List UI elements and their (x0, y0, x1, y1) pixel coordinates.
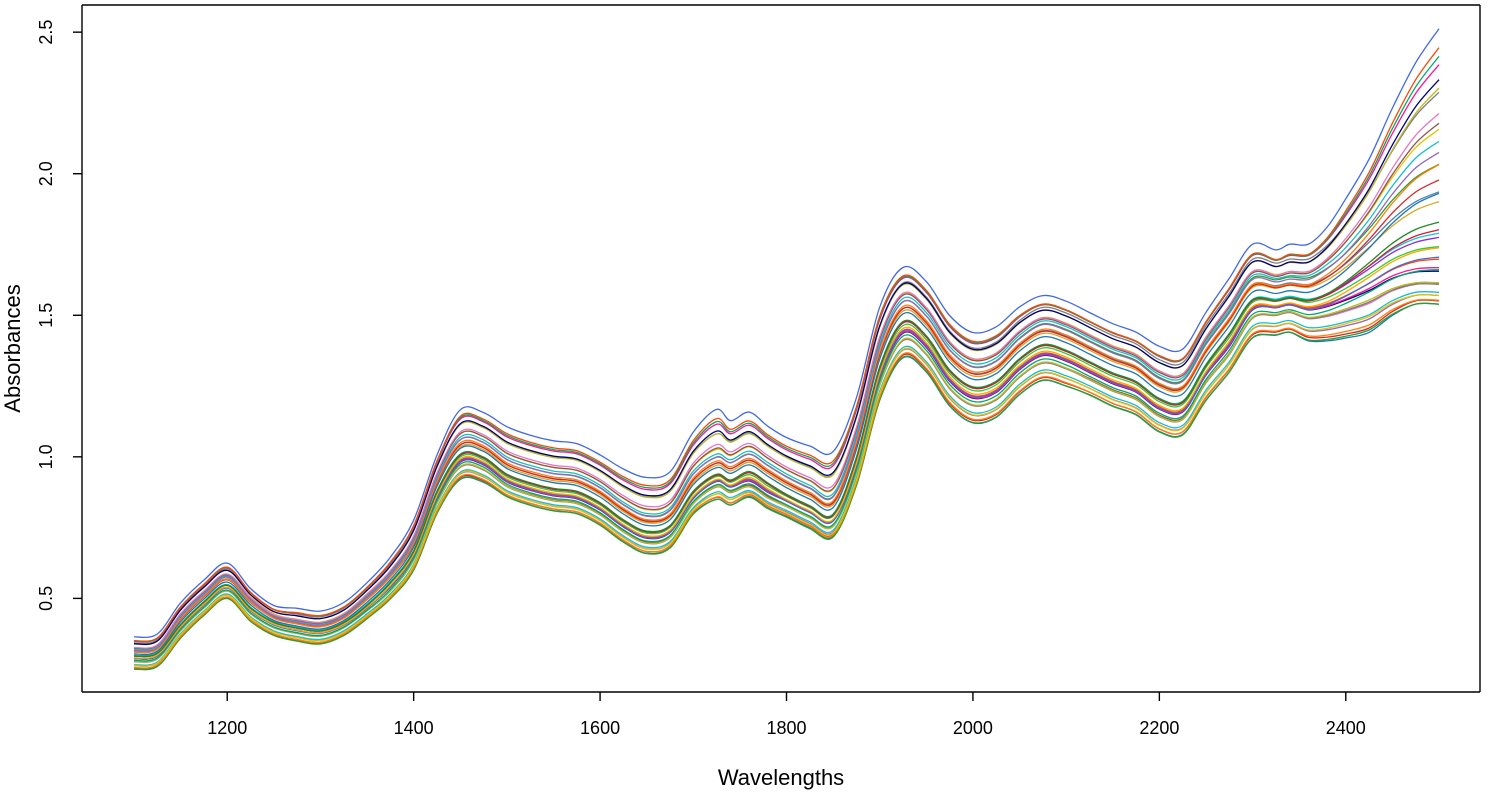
spectrum-line (133, 245, 1440, 658)
spectrum-line (133, 294, 1440, 667)
spectrum-line (133, 247, 1440, 659)
spectrum-line (133, 302, 1440, 671)
y-axis-title: Absorbances (0, 284, 25, 412)
x-tick-label: 2400 (1326, 718, 1366, 738)
spectrum-line (133, 290, 1440, 666)
x-tick-label: 1600 (580, 718, 620, 738)
spectrum-line (133, 179, 1440, 654)
spectrum-line (133, 140, 1440, 651)
spectrum-line (133, 163, 1440, 651)
spectrum-line (133, 91, 1440, 645)
y-tick-label: 0.5 (36, 586, 56, 611)
spectrum-line (133, 113, 1440, 649)
spectrum-line (133, 128, 1440, 649)
x-tick-label: 1800 (766, 718, 806, 738)
spectrum-line (133, 122, 1440, 650)
y-tick-label: 1.5 (36, 303, 56, 328)
x-tick-label: 1200 (207, 718, 247, 738)
spectrum-line (133, 79, 1440, 645)
y-tick-label: 1.0 (36, 444, 56, 469)
spectrum-line (133, 268, 1440, 662)
spectrum-line (133, 221, 1440, 658)
plot-area (133, 28, 1440, 671)
x-axis-title: Wavelengths (718, 765, 844, 790)
x-tick-label: 2000 (953, 718, 993, 738)
spectrum-line (133, 87, 1440, 646)
y-tick-label: 2.5 (36, 20, 56, 45)
spectrum-line (133, 298, 1440, 669)
spectrum-line (133, 191, 1440, 653)
spectrum-line (133, 164, 1440, 654)
y-tick-label: 2.0 (36, 161, 56, 186)
spectrum-line (133, 28, 1440, 639)
spectrum-line (133, 47, 1440, 642)
spectrum-line (133, 200, 1440, 653)
spectrum-line (133, 151, 1440, 652)
spectrum-line (133, 64, 1440, 643)
spectrum-line (133, 192, 1440, 656)
spectrum-line (133, 229, 1440, 658)
x-tick-label: 2200 (1139, 718, 1179, 738)
x-tick-label: 1400 (394, 718, 434, 738)
axes: 1200 1400 1600 1800 2000 2200 2400 0.5 1.0 1.5 2.0… (36, 4, 1481, 738)
